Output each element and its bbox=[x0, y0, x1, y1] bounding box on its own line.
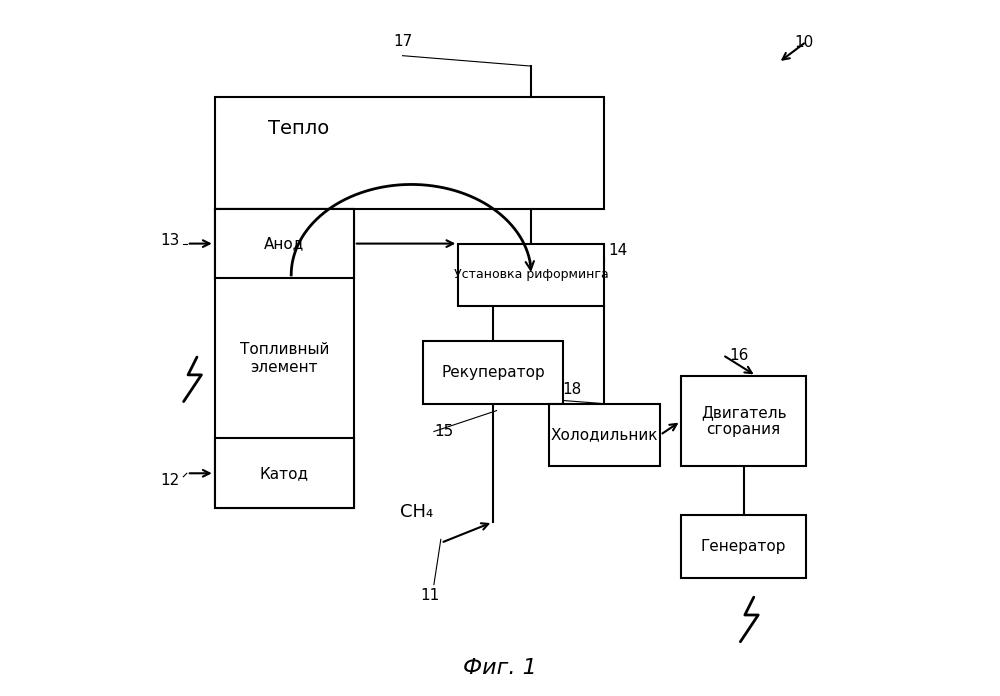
Text: 12: 12 bbox=[161, 473, 180, 488]
Text: Рекуператор: Рекуператор bbox=[441, 365, 545, 380]
Text: 15: 15 bbox=[434, 424, 453, 439]
Text: Генератор: Генератор bbox=[701, 539, 786, 554]
Text: Холодильник: Холодильник bbox=[551, 427, 658, 443]
FancyBboxPatch shape bbox=[549, 404, 660, 466]
Text: 13: 13 bbox=[160, 232, 180, 248]
Text: 17: 17 bbox=[393, 33, 412, 49]
Text: 11: 11 bbox=[421, 588, 440, 603]
FancyBboxPatch shape bbox=[681, 376, 806, 466]
Text: CH₄: CH₄ bbox=[400, 503, 433, 521]
FancyBboxPatch shape bbox=[423, 341, 563, 404]
Text: 16: 16 bbox=[730, 348, 749, 363]
FancyBboxPatch shape bbox=[215, 209, 354, 278]
Text: Тепло: Тепло bbox=[268, 119, 329, 138]
Text: Двигатель
сгорания: Двигатель сгорания bbox=[701, 405, 786, 437]
FancyBboxPatch shape bbox=[215, 438, 354, 508]
Text: Топливный
элемент: Топливный элемент bbox=[240, 342, 329, 374]
Text: Катод: Катод bbox=[260, 466, 309, 481]
Text: Установка риформинга: Установка риформинга bbox=[454, 269, 609, 281]
FancyBboxPatch shape bbox=[458, 244, 604, 306]
Text: 10: 10 bbox=[794, 35, 813, 50]
FancyBboxPatch shape bbox=[681, 515, 806, 578]
Text: Анод: Анод bbox=[264, 236, 304, 251]
Text: 18: 18 bbox=[563, 381, 582, 397]
Text: 14: 14 bbox=[608, 243, 627, 258]
FancyBboxPatch shape bbox=[215, 209, 354, 508]
Text: Фиг. 1: Фиг. 1 bbox=[463, 658, 537, 678]
FancyBboxPatch shape bbox=[215, 97, 604, 209]
